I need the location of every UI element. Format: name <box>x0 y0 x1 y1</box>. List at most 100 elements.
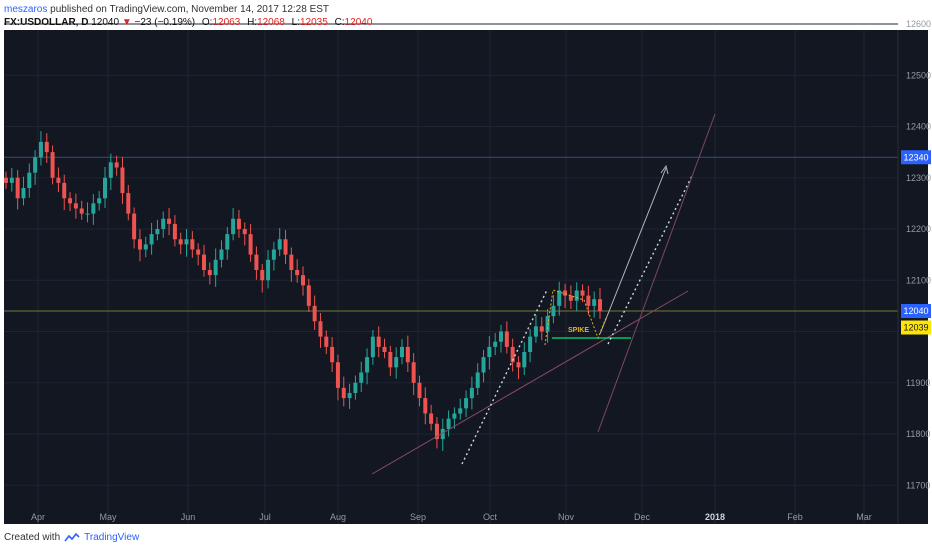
candle[interactable] <box>108 153 113 191</box>
candle[interactable] <box>219 240 224 268</box>
candle[interactable] <box>50 145 55 185</box>
candle[interactable] <box>103 166 107 208</box>
candle[interactable] <box>21 176 26 206</box>
candle[interactable] <box>376 326 381 358</box>
candle[interactable] <box>475 363 480 396</box>
candle[interactable] <box>458 398 463 420</box>
candle[interactable] <box>370 329 375 365</box>
candle[interactable] <box>312 295 317 330</box>
candle[interactable] <box>295 259 300 283</box>
candle[interactable] <box>27 163 32 198</box>
symbol-name[interactable]: FX:USDOLLAR, D <box>4 17 89 28</box>
candle[interactable] <box>62 174 67 211</box>
candle[interactable] <box>283 230 288 264</box>
candle[interactable] <box>56 167 61 193</box>
candle[interactable] <box>155 219 160 241</box>
candle[interactable] <box>79 200 84 220</box>
candle[interactable] <box>190 231 195 258</box>
candle[interactable] <box>481 349 486 383</box>
candle[interactable] <box>586 285 591 316</box>
candle[interactable] <box>202 244 206 277</box>
candle[interactable] <box>434 417 439 449</box>
candle[interactable] <box>557 281 562 316</box>
candle[interactable] <box>68 192 73 212</box>
candle[interactable] <box>592 291 597 318</box>
candle[interactable] <box>324 330 329 355</box>
candle[interactable] <box>318 313 323 348</box>
candle[interactable] <box>207 262 212 285</box>
candle[interactable] <box>446 410 451 437</box>
candle[interactable] <box>580 284 585 303</box>
candle[interactable] <box>510 338 515 372</box>
candle[interactable] <box>400 339 404 365</box>
candle[interactable] <box>598 287 602 319</box>
candle[interactable] <box>405 335 410 372</box>
candles[interactable] <box>4 131 602 451</box>
candle[interactable] <box>289 247 294 282</box>
candle[interactable] <box>132 207 137 249</box>
candle[interactable] <box>271 241 276 271</box>
candle[interactable] <box>417 375 422 407</box>
candle[interactable] <box>254 246 259 280</box>
candle[interactable] <box>347 383 352 409</box>
candle[interactable] <box>330 337 335 372</box>
candle[interactable] <box>464 390 469 418</box>
candle[interactable] <box>353 375 358 400</box>
candle[interactable] <box>365 348 370 385</box>
candle[interactable] <box>161 211 166 238</box>
candle[interactable] <box>225 226 230 260</box>
candle[interactable] <box>499 324 503 353</box>
candle[interactable] <box>33 150 38 185</box>
candle[interactable] <box>178 232 183 255</box>
candle[interactable] <box>539 317 544 341</box>
candle[interactable] <box>137 229 142 262</box>
time-axis[interactable]: Apr May Jun Jul Aug Sep Oct Nov Dec 2018 Feb Mar <box>31 512 872 522</box>
candle[interactable] <box>574 282 579 312</box>
candle[interactable] <box>359 361 364 392</box>
candle[interactable] <box>184 229 189 257</box>
candle[interactable] <box>85 202 90 223</box>
candle[interactable] <box>172 215 177 247</box>
author-link[interactable]: meszaros <box>4 4 48 15</box>
candle[interactable] <box>242 222 247 246</box>
candle[interactable] <box>248 223 253 262</box>
candle[interactable] <box>493 333 498 356</box>
candle[interactable] <box>114 155 119 176</box>
candle[interactable] <box>38 131 43 166</box>
candle[interactable] <box>167 207 172 236</box>
candle[interactable] <box>423 387 428 425</box>
candle[interactable] <box>260 263 265 293</box>
candle[interactable] <box>266 250 271 289</box>
candle[interactable] <box>4 171 8 190</box>
candle[interactable] <box>522 342 527 376</box>
candle[interactable] <box>73 193 78 219</box>
candle[interactable] <box>143 236 148 258</box>
candle[interactable] <box>382 338 387 359</box>
candle[interactable] <box>149 222 154 255</box>
candle[interactable] <box>231 207 236 241</box>
candle[interactable] <box>335 354 340 401</box>
candle[interactable] <box>213 248 218 287</box>
candle[interactable] <box>97 191 102 211</box>
candle[interactable] <box>469 376 474 410</box>
candle[interactable] <box>236 210 241 238</box>
candle[interactable] <box>394 347 399 379</box>
candle[interactable] <box>91 194 96 225</box>
candle[interactable] <box>15 170 20 210</box>
candle[interactable] <box>9 168 14 192</box>
candle[interactable] <box>563 283 568 308</box>
candle[interactable] <box>487 336 492 370</box>
candle[interactable] <box>411 353 416 396</box>
candle[interactable] <box>388 345 393 377</box>
candle[interactable] <box>429 404 434 431</box>
candle[interactable] <box>516 356 521 380</box>
candle[interactable] <box>277 227 282 257</box>
candle[interactable] <box>533 315 538 343</box>
candle[interactable] <box>528 328 533 363</box>
candle[interactable] <box>306 278 311 313</box>
candle[interactable] <box>568 285 573 309</box>
candle[interactable] <box>504 321 509 354</box>
candle[interactable] <box>126 184 131 221</box>
candle[interactable] <box>120 157 125 204</box>
